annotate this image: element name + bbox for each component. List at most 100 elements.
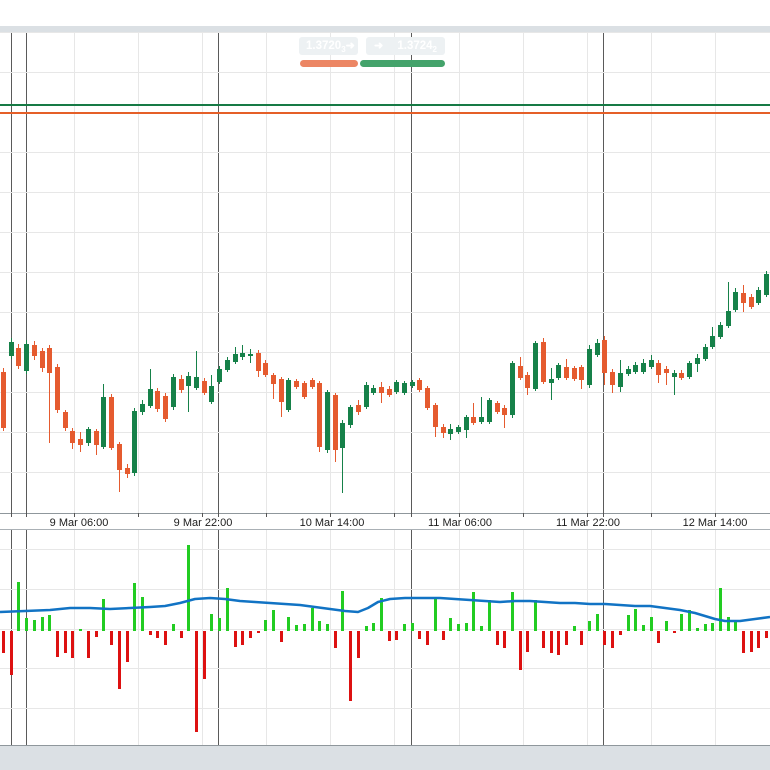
volume-bar bbox=[79, 629, 82, 631]
candle bbox=[70, 431, 75, 443]
candle bbox=[279, 379, 284, 402]
candle bbox=[525, 375, 530, 388]
candle bbox=[86, 429, 91, 443]
volume-bar bbox=[380, 598, 383, 631]
volume-bar bbox=[534, 600, 537, 631]
candle bbox=[94, 431, 99, 445]
volume-bar bbox=[426, 631, 429, 645]
candle bbox=[217, 369, 222, 382]
candle bbox=[371, 388, 376, 393]
candle-wick bbox=[188, 372, 189, 412]
candle bbox=[163, 396, 168, 419]
session-separator-line bbox=[26, 530, 27, 745]
arrow-right-icon: ➜ bbox=[374, 39, 384, 52]
price-chart-panel[interactable] bbox=[0, 32, 770, 513]
sell-price-line bbox=[0, 112, 770, 114]
volume-bar bbox=[210, 614, 213, 631]
candle bbox=[633, 365, 638, 372]
candle-wick bbox=[196, 351, 197, 390]
candle bbox=[233, 354, 238, 362]
volume-bar bbox=[665, 621, 668, 631]
indicator-panel[interactable] bbox=[0, 530, 770, 745]
volume-bar bbox=[565, 631, 568, 645]
candle bbox=[194, 377, 199, 388]
volume-bar bbox=[403, 624, 406, 631]
volume-bar bbox=[365, 626, 368, 631]
volume-bar bbox=[234, 631, 237, 647]
candle bbox=[155, 391, 160, 409]
volume-bar bbox=[341, 591, 344, 631]
candle bbox=[626, 369, 631, 374]
candle-wick bbox=[551, 368, 552, 400]
candle bbox=[171, 377, 176, 407]
gridline-vertical bbox=[459, 530, 460, 745]
gridline-horizontal bbox=[0, 352, 770, 353]
candle bbox=[425, 388, 430, 408]
candle bbox=[140, 404, 145, 412]
candle bbox=[16, 348, 21, 366]
volume-bar bbox=[41, 617, 44, 631]
volume-bar bbox=[326, 624, 329, 631]
axis-tick bbox=[715, 513, 716, 517]
volume-bar bbox=[318, 621, 321, 631]
candle bbox=[433, 405, 438, 427]
axis-tick bbox=[459, 513, 460, 517]
volume-bar bbox=[303, 624, 306, 631]
volume-bar bbox=[457, 624, 460, 631]
candle bbox=[749, 297, 754, 307]
gridline-vertical bbox=[523, 530, 524, 745]
volume-bar bbox=[118, 631, 121, 689]
candle bbox=[656, 363, 661, 375]
candle bbox=[356, 405, 361, 412]
volume-bar bbox=[580, 631, 583, 645]
volume-bar bbox=[372, 623, 375, 631]
candle bbox=[333, 395, 338, 450]
candle bbox=[471, 417, 476, 423]
candle bbox=[387, 389, 392, 395]
volume-bar bbox=[264, 620, 267, 631]
gridline-vertical bbox=[330, 530, 331, 745]
candle bbox=[695, 358, 700, 364]
axis-tick bbox=[603, 513, 604, 517]
candle bbox=[487, 400, 492, 422]
volume-bar bbox=[48, 615, 51, 631]
candle bbox=[502, 408, 507, 415]
volume-bar bbox=[673, 631, 676, 633]
candle bbox=[202, 381, 207, 393]
candle bbox=[572, 368, 577, 379]
volume-bar bbox=[480, 626, 483, 631]
buy-button[interactable]: ➜ 1.37242 bbox=[366, 37, 445, 55]
gridline-vertical bbox=[202, 530, 203, 745]
candle bbox=[595, 343, 600, 355]
sell-button[interactable]: 1.37203 ➜ bbox=[299, 37, 358, 55]
buy-price-line bbox=[0, 104, 770, 106]
time-axis-label: 11 Mar 22:00 bbox=[555, 517, 621, 529]
candle bbox=[240, 353, 245, 357]
volume-bar bbox=[449, 618, 452, 631]
time-axis[interactable]: 9 Mar 06:00 9 Mar 22:00 10 Mar 14:00 11 Mar… bbox=[0, 513, 770, 530]
sell-price: 1.37203 bbox=[306, 40, 346, 54]
candle bbox=[256, 353, 261, 371]
volume-bar bbox=[496, 631, 499, 645]
candle bbox=[317, 383, 322, 447]
volume-bar bbox=[634, 609, 637, 631]
candle bbox=[410, 382, 415, 386]
volume-bar bbox=[642, 625, 645, 631]
axis-tick bbox=[587, 513, 588, 517]
arrow-right-icon: ➜ bbox=[345, 39, 355, 52]
volume-bar bbox=[33, 620, 36, 631]
candle-wick bbox=[250, 349, 251, 363]
candle bbox=[417, 380, 422, 390]
candle-wick bbox=[150, 369, 151, 408]
volume-bar bbox=[719, 588, 722, 631]
gridline-horizontal bbox=[0, 589, 770, 590]
candle bbox=[248, 354, 253, 356]
candle bbox=[726, 311, 731, 326]
gridline-horizontal bbox=[0, 232, 770, 233]
candle bbox=[733, 292, 738, 310]
volume-bar bbox=[241, 631, 244, 645]
time-axis-label: 11 Mar 06:00 bbox=[427, 517, 493, 529]
volume-bar bbox=[696, 628, 699, 631]
axis-tick bbox=[523, 513, 524, 517]
volume-bar bbox=[388, 631, 391, 641]
